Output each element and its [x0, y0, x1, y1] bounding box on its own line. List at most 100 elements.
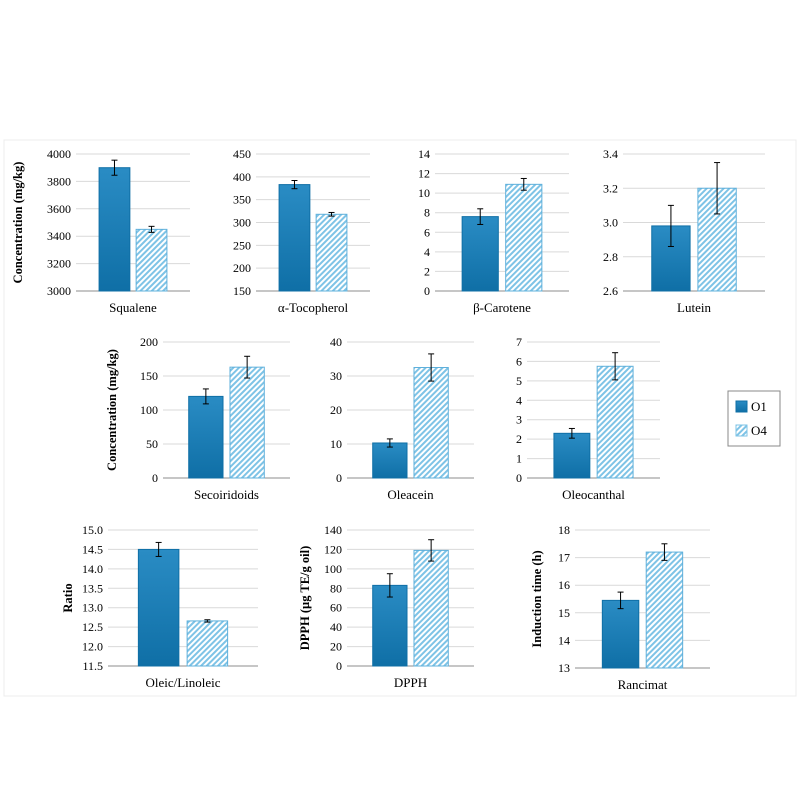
- y-tick-label: 10: [330, 437, 342, 451]
- y-tick-label: 3: [516, 413, 522, 427]
- bar-o4: [229, 366, 265, 479]
- x-axis-label: Oleic/Linoleic: [145, 675, 220, 690]
- x-axis-label: Squalene: [109, 300, 157, 315]
- chart-lutein: 2.6 2.8 3.0 3.2 3.4 Lutein: [603, 147, 765, 315]
- y-tick-label: 7: [516, 335, 522, 349]
- y-tick-label: 14.5: [82, 542, 103, 556]
- bar-o4: [413, 549, 449, 667]
- x-axis-label: Rancimat: [618, 677, 668, 692]
- bar-o4: [413, 367, 449, 479]
- bar-o1: [461, 216, 499, 292]
- y-tick-label: 20: [330, 403, 342, 417]
- y-tick-label: 12.0: [82, 640, 103, 654]
- y-tick-label: 50: [146, 437, 158, 451]
- y-axis-label: Ratio: [61, 583, 75, 612]
- x-axis-label: β-Carotene: [473, 300, 531, 315]
- y-tick-label: 5: [516, 374, 522, 388]
- y-tick-label: 3000: [47, 284, 71, 298]
- y-tick-label: 2.6: [603, 284, 618, 298]
- y-tick-label: 200: [233, 261, 251, 275]
- y-tick-label: 14: [418, 147, 430, 161]
- y-tick-label: 10: [418, 186, 430, 200]
- y-tick-label: 4: [516, 393, 522, 407]
- y-tick-label: 300: [233, 216, 251, 230]
- bar-o4: [315, 213, 348, 292]
- chart-tocopherol: 150 200 250 300 350 400 450 α-Tocopherol: [233, 147, 370, 315]
- y-tick-label: 3800: [47, 174, 71, 188]
- x-axis-label: DPPH: [394, 675, 427, 690]
- y-tick-label: 40: [330, 335, 342, 349]
- y-tick-label: 40: [330, 620, 342, 634]
- y-tick-label: 100: [140, 403, 158, 417]
- legend-label-o1: O1: [751, 399, 767, 414]
- bar-o1: [278, 184, 311, 292]
- y-tick-label: 13.5: [82, 581, 103, 595]
- x-axis-label: Oleocanthal: [562, 487, 625, 502]
- y-tick-label: 3.2: [603, 181, 618, 195]
- y-tick-label: 200: [140, 335, 158, 349]
- y-tick-label: 3.4: [603, 147, 618, 161]
- y-axis-label: DPPH (µg TE/g oil): [298, 546, 312, 651]
- y-tick-label: 0: [336, 471, 342, 485]
- y-tick-label: 14.0: [82, 562, 103, 576]
- y-tick-label: 400: [233, 170, 251, 184]
- x-axis-label: Oleacein: [387, 487, 434, 502]
- y-tick-label: 13: [558, 661, 570, 675]
- bar-o4: [596, 365, 634, 479]
- bar-o1: [137, 548, 180, 667]
- x-axis-label: α-Tocopherol: [278, 300, 349, 315]
- bar-o1: [553, 432, 591, 479]
- y-tick-label: 2.8: [603, 250, 618, 264]
- chart-oleocanthal: 0 1 2 3 4 5 6 7 Oleocanthal: [516, 335, 660, 502]
- y-tick-label: 16: [558, 578, 570, 592]
- y-tick-label: 2: [516, 432, 522, 446]
- y-tick-label: 0: [152, 471, 158, 485]
- y-tick-label: 3400: [47, 229, 71, 243]
- y-axis-label: Concentration (mg/kg): [105, 349, 119, 471]
- y-tick-label: 15: [558, 606, 570, 620]
- bar-o1: [188, 395, 224, 479]
- chart-dpph: 0 20 40 60 80 100 120 140 DPPH DPPH (µg TE/g oil): [298, 523, 474, 690]
- bar-o4: [186, 620, 229, 667]
- y-tick-label: 6: [516, 354, 522, 368]
- bar-o4: [135, 228, 168, 292]
- y-tick-label: 150: [233, 284, 251, 298]
- y-tick-label: 30: [330, 369, 342, 383]
- x-axis-label: Secoiridoids: [194, 487, 259, 502]
- y-tick-label: 60: [330, 601, 342, 615]
- y-tick-label: 80: [330, 581, 342, 595]
- y-tick-label: 12.5: [82, 620, 103, 634]
- y-tick-label: 4000: [47, 147, 71, 161]
- y-tick-label: 13.0: [82, 601, 103, 615]
- x-axis-label: Lutein: [677, 300, 711, 315]
- y-tick-label: 17: [558, 551, 570, 565]
- y-tick-label: 0: [424, 284, 430, 298]
- bar-o4: [697, 187, 737, 292]
- y-tick-label: 11.5: [82, 659, 103, 673]
- y-tick-label: 14: [558, 633, 570, 647]
- chart-squalene: 3000 3200 3400 3600 3800 4000 Squalene Concentr…: [11, 147, 190, 315]
- legend-frame: [727, 390, 781, 447]
- legend: O1 O4: [727, 390, 781, 447]
- y-axis-label: Concentration (mg/kg): [11, 162, 25, 284]
- y-tick-label: 150: [140, 369, 158, 383]
- y-tick-label: 2: [424, 264, 430, 278]
- y-tick-label: 120: [324, 542, 342, 556]
- bar-o4: [645, 551, 684, 669]
- y-tick-label: 3600: [47, 202, 71, 216]
- y-axis-label: Induction time (h): [530, 550, 544, 647]
- y-tick-label: 3.0: [603, 216, 618, 230]
- y-tick-label: 6: [424, 225, 430, 239]
- y-tick-label: 18: [558, 523, 570, 537]
- chart-oleic-linoleic: 11.5 12.0 12.5 13.0 13.5 14.0 14.5 15.0 Oleic/Li…: [61, 523, 258, 690]
- charts-group: 300032003400360038004000SqualeneConcentr…: [11, 147, 765, 692]
- y-tick-label: 100: [324, 562, 342, 576]
- y-tick-label: 350: [233, 193, 251, 207]
- y-tick-label: 3200: [47, 257, 71, 271]
- bar-o1: [372, 442, 408, 479]
- y-tick-label: 4: [424, 245, 430, 259]
- y-tick-label: 140: [324, 523, 342, 537]
- chart-rancimat: 13 14 15 16 17 18 Rancimat Induction time (h): [530, 523, 710, 692]
- legend-swatch-o1: [735, 400, 748, 413]
- chart-oleacein: 0 10 20 30 40 Oleacein: [330, 335, 474, 502]
